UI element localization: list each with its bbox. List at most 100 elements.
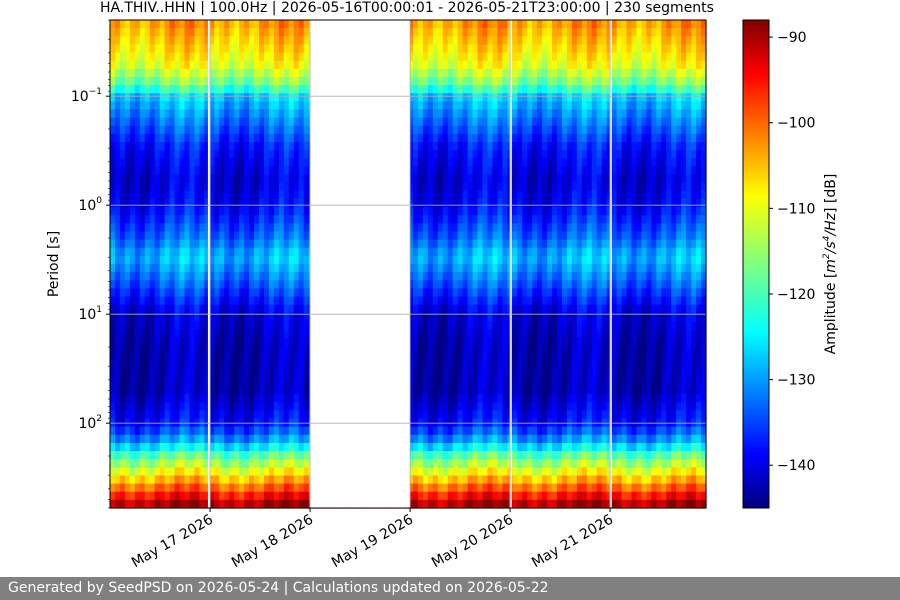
heatmap-cell xyxy=(298,190,305,200)
heatmap-cell xyxy=(119,52,126,62)
heatmap-cell xyxy=(437,158,444,167)
heatmap-cell xyxy=(174,101,181,111)
heatmap-cell xyxy=(259,52,265,62)
heatmap-cell xyxy=(174,394,181,403)
heatmap-cell xyxy=(184,52,191,62)
heatmap-cell xyxy=(259,85,265,94)
heatmap-cell xyxy=(408,174,414,184)
heatmap-cell xyxy=(224,255,230,265)
heatmap-cell xyxy=(124,68,131,78)
heatmap-cell xyxy=(477,434,484,444)
heatmap-cell xyxy=(467,231,474,241)
heatmap-cell xyxy=(417,320,424,330)
heatmap-cell xyxy=(482,483,489,493)
heatmap-cell xyxy=(154,410,161,420)
heatmap-cell xyxy=(432,239,439,249)
heatmap-cell xyxy=(209,174,215,184)
heatmap-cell xyxy=(273,247,280,257)
heatmap-cell xyxy=(179,117,186,127)
heatmap-cell xyxy=(199,369,205,379)
heatmap-cell xyxy=(234,264,240,273)
heatmap-cell xyxy=(437,190,444,200)
heatmap-cell xyxy=(119,198,126,208)
heatmap-cell xyxy=(283,150,290,159)
heatmap-cell xyxy=(174,361,181,371)
heatmap-cell xyxy=(199,52,205,62)
heatmap-cell xyxy=(497,44,503,54)
heatmap-cell xyxy=(462,44,469,54)
heatmap-cell xyxy=(204,264,210,273)
heatmap-cell xyxy=(134,198,141,208)
heatmap-cell xyxy=(234,28,240,37)
heatmap-cell xyxy=(194,207,200,216)
heatmap-cell xyxy=(110,280,116,289)
heatmap-cell xyxy=(472,101,479,111)
heatmap-cell xyxy=(174,125,181,135)
heatmap-cell xyxy=(303,174,310,184)
heatmap-cell xyxy=(502,467,508,477)
heatmap-cell xyxy=(254,150,260,159)
heatmap-cell xyxy=(259,288,265,298)
heatmap-cell xyxy=(144,44,151,54)
heatmap-cell xyxy=(422,304,429,314)
heatmap-cell xyxy=(452,198,459,208)
heatmap-cell xyxy=(447,223,454,233)
heatmap-cell xyxy=(273,451,280,460)
heatmap-cell xyxy=(278,223,285,233)
heatmap-cell xyxy=(179,85,186,94)
heatmap-cell xyxy=(283,223,290,233)
heatmap-cell xyxy=(179,223,186,233)
heatmap-cell xyxy=(283,337,290,346)
heatmap-cell xyxy=(477,345,484,355)
heatmap-cell xyxy=(139,337,146,346)
heatmap-cell xyxy=(124,44,131,54)
heatmap-cell xyxy=(139,402,146,411)
heatmap-cell xyxy=(268,288,275,298)
heatmap-cell xyxy=(293,20,300,29)
heatmap-cell xyxy=(129,68,136,78)
heatmap-cell xyxy=(288,182,295,192)
heatmap-cell xyxy=(452,329,459,338)
heatmap-cell xyxy=(497,28,503,37)
heatmap-cell xyxy=(249,467,255,477)
heatmap-cell xyxy=(149,109,156,119)
heatmap-cell xyxy=(432,361,439,371)
heatmap-cell xyxy=(249,434,255,444)
heatmap-cell xyxy=(179,133,186,143)
heatmap-cell xyxy=(427,166,434,176)
heatmap-cell xyxy=(154,304,161,314)
heatmap-cell xyxy=(273,280,280,289)
heatmap-cell xyxy=(482,402,489,411)
heatmap-cell xyxy=(487,207,494,216)
heatmap-cell xyxy=(114,377,121,387)
heatmap-cell xyxy=(457,337,464,346)
heatmap-cell xyxy=(462,288,469,298)
heatmap-cell xyxy=(487,483,494,493)
heatmap-cell xyxy=(174,402,181,411)
heatmap-cell xyxy=(462,215,469,224)
heatmap-cell xyxy=(467,345,474,355)
heatmap-cell xyxy=(219,255,225,265)
heatmap-cell xyxy=(467,353,474,363)
heatmap-cell xyxy=(432,182,439,192)
heatmap-cell xyxy=(417,101,424,111)
heatmap-cell xyxy=(249,442,255,452)
heatmap-cell xyxy=(273,410,280,420)
heatmap-cell xyxy=(452,402,459,411)
heatmap-cell xyxy=(422,434,429,444)
heatmap-cell xyxy=(412,264,419,273)
heatmap-cell xyxy=(447,117,454,127)
heatmap-cell xyxy=(234,483,240,493)
heatmap-cell xyxy=(184,174,191,184)
heatmap-cell xyxy=(457,247,464,257)
heatmap-cell xyxy=(159,434,166,444)
heatmap-cell xyxy=(149,28,156,37)
heatmap-cell xyxy=(174,207,181,216)
heatmap-cell xyxy=(129,434,136,444)
heatmap-cell xyxy=(134,361,141,371)
heatmap-cell xyxy=(164,459,171,468)
heatmap-cell xyxy=(452,190,459,200)
heatmap-cell xyxy=(472,239,479,249)
heatmap-cell xyxy=(129,158,136,167)
heatmap-cell xyxy=(467,125,474,135)
